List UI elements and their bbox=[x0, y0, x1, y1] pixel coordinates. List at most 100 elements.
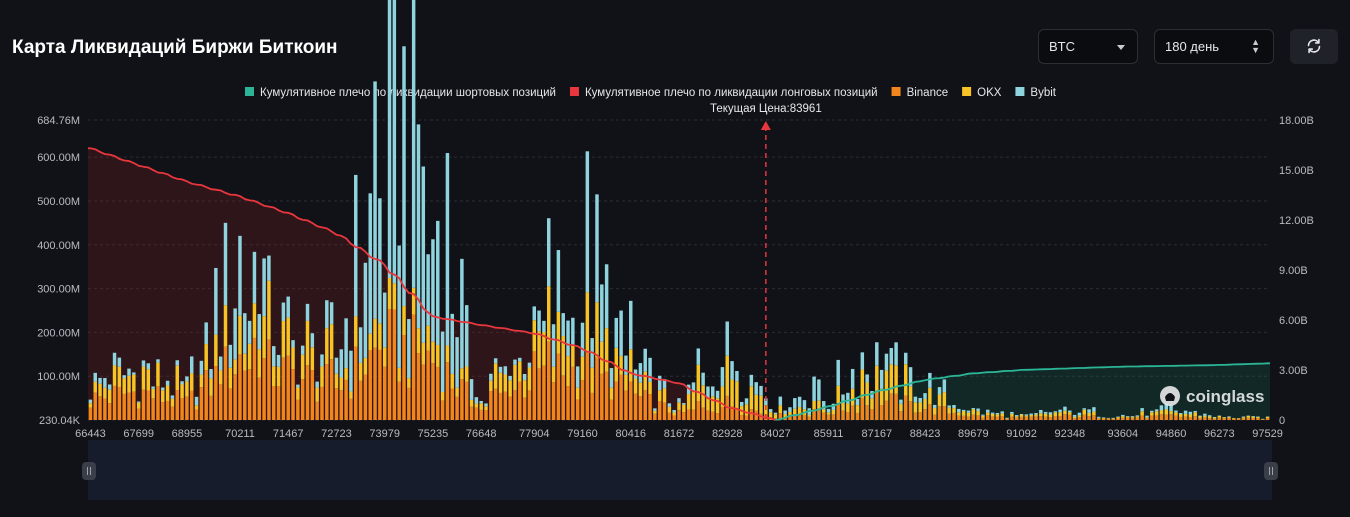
bar-binance bbox=[315, 401, 319, 420]
y-left-tick-label: 100.00M bbox=[37, 371, 80, 383]
bar-okx bbox=[1068, 412, 1072, 415]
bar-bybit bbox=[1125, 416, 1130, 417]
bar-binance bbox=[778, 413, 783, 420]
bar-okx bbox=[928, 387, 932, 405]
bar-bybit bbox=[889, 348, 894, 365]
bar-binance bbox=[600, 373, 604, 420]
bar-bybit bbox=[604, 264, 609, 329]
bar-bybit bbox=[1227, 416, 1231, 417]
bar-binance bbox=[1135, 417, 1140, 420]
bar-binance bbox=[194, 409, 199, 420]
bar-binance bbox=[981, 417, 985, 420]
bar-binance bbox=[1058, 416, 1062, 420]
bar-bybit bbox=[1039, 409, 1043, 414]
bar-okx bbox=[1024, 415, 1029, 417]
bar-binance bbox=[928, 404, 932, 420]
bar-binance bbox=[445, 362, 450, 420]
zoom-handle-left[interactable] bbox=[82, 462, 96, 480]
y-right-tick-label: 18.00B bbox=[1279, 115, 1314, 127]
coin-select[interactable]: BTC bbox=[1038, 29, 1138, 64]
bar-okx bbox=[875, 365, 879, 393]
bar-binance bbox=[783, 417, 787, 420]
bar-bybit bbox=[899, 399, 903, 404]
bar-binance bbox=[286, 355, 290, 420]
bar-okx bbox=[1256, 417, 1260, 419]
bar-binance bbox=[305, 365, 310, 420]
bar-bybit bbox=[908, 367, 913, 387]
bar-binance bbox=[508, 396, 512, 420]
bar-okx bbox=[387, 277, 392, 310]
bar-okx bbox=[1193, 412, 1197, 417]
bar-binance bbox=[522, 397, 527, 420]
bar-okx bbox=[600, 341, 604, 374]
bar-okx bbox=[566, 356, 570, 387]
bar-okx bbox=[272, 366, 276, 386]
bar-binance bbox=[817, 408, 821, 420]
bar-binance bbox=[918, 412, 922, 420]
bar-bybit bbox=[793, 398, 797, 409]
bar-okx bbox=[320, 366, 324, 387]
bar-okx bbox=[93, 381, 97, 393]
bar-binance bbox=[344, 379, 348, 420]
bar-bybit bbox=[1179, 413, 1183, 414]
bar-okx bbox=[768, 412, 773, 418]
bar-okx bbox=[744, 404, 749, 416]
bar-okx bbox=[165, 385, 170, 401]
zoom-slider[interactable] bbox=[82, 440, 1278, 500]
bar-binance bbox=[392, 309, 397, 420]
bar-okx bbox=[773, 414, 778, 419]
bar-okx bbox=[1096, 417, 1101, 419]
bar-bybit bbox=[233, 308, 237, 360]
bar-binance bbox=[547, 341, 551, 420]
bar-binance bbox=[378, 349, 382, 420]
bar-bybit bbox=[875, 342, 879, 366]
bar-binance bbox=[296, 399, 300, 420]
bar-bybit bbox=[107, 384, 112, 390]
bar-binance bbox=[1236, 418, 1241, 420]
bar-binance bbox=[334, 388, 339, 420]
period-select[interactable]: 180 день ▲ ▼ bbox=[1154, 29, 1274, 64]
bar-binance bbox=[88, 407, 93, 420]
bar-bybit bbox=[243, 313, 247, 354]
bar-okx bbox=[648, 381, 652, 395]
bar-okx bbox=[711, 396, 715, 412]
x-tick-label: 93604 bbox=[1108, 428, 1139, 440]
bar-binance bbox=[165, 400, 170, 420]
bar-binance bbox=[682, 412, 686, 420]
bar-bybit bbox=[609, 368, 614, 388]
y-left-tick-label: 500.00M bbox=[37, 196, 80, 208]
y-right-tick-label: 15.00B bbox=[1279, 165, 1314, 177]
bar-okx bbox=[161, 390, 165, 403]
bar-binance bbox=[185, 396, 189, 420]
chart-legend: Кумулятивное плечо по ликвидации шортовы… bbox=[245, 87, 1057, 99]
bar-bybit bbox=[995, 412, 1000, 415]
y-left-tick-label: 200.00M bbox=[37, 327, 80, 339]
bar-bybit bbox=[281, 302, 286, 321]
refresh-button[interactable] bbox=[1290, 29, 1338, 64]
bar-binance bbox=[354, 346, 358, 420]
bar-okx bbox=[754, 394, 758, 411]
bar-binance bbox=[986, 415, 990, 420]
bar-bybit bbox=[662, 378, 667, 389]
bar-bybit bbox=[1207, 415, 1212, 417]
bar-bybit bbox=[884, 353, 889, 371]
bar-binance bbox=[1246, 417, 1251, 420]
bar-bybit bbox=[426, 254, 430, 326]
bar-bybit bbox=[894, 342, 898, 366]
bar-okx bbox=[1227, 416, 1231, 418]
zoom-handle-right[interactable] bbox=[1264, 462, 1278, 480]
bar-binance bbox=[407, 387, 411, 420]
bar-bybit bbox=[296, 384, 300, 388]
bar-okx bbox=[1251, 416, 1255, 418]
bar-binance bbox=[204, 370, 208, 420]
bar-bybit bbox=[749, 374, 754, 387]
bar-okx bbox=[1063, 410, 1067, 415]
x-tick-label: 84027 bbox=[760, 428, 791, 440]
bar-binance bbox=[696, 401, 701, 420]
bar-bybit bbox=[797, 396, 802, 408]
bar-okx bbox=[416, 328, 421, 354]
bar-bybit bbox=[556, 250, 561, 312]
bar-okx bbox=[214, 334, 218, 367]
bar-binance bbox=[199, 387, 204, 420]
